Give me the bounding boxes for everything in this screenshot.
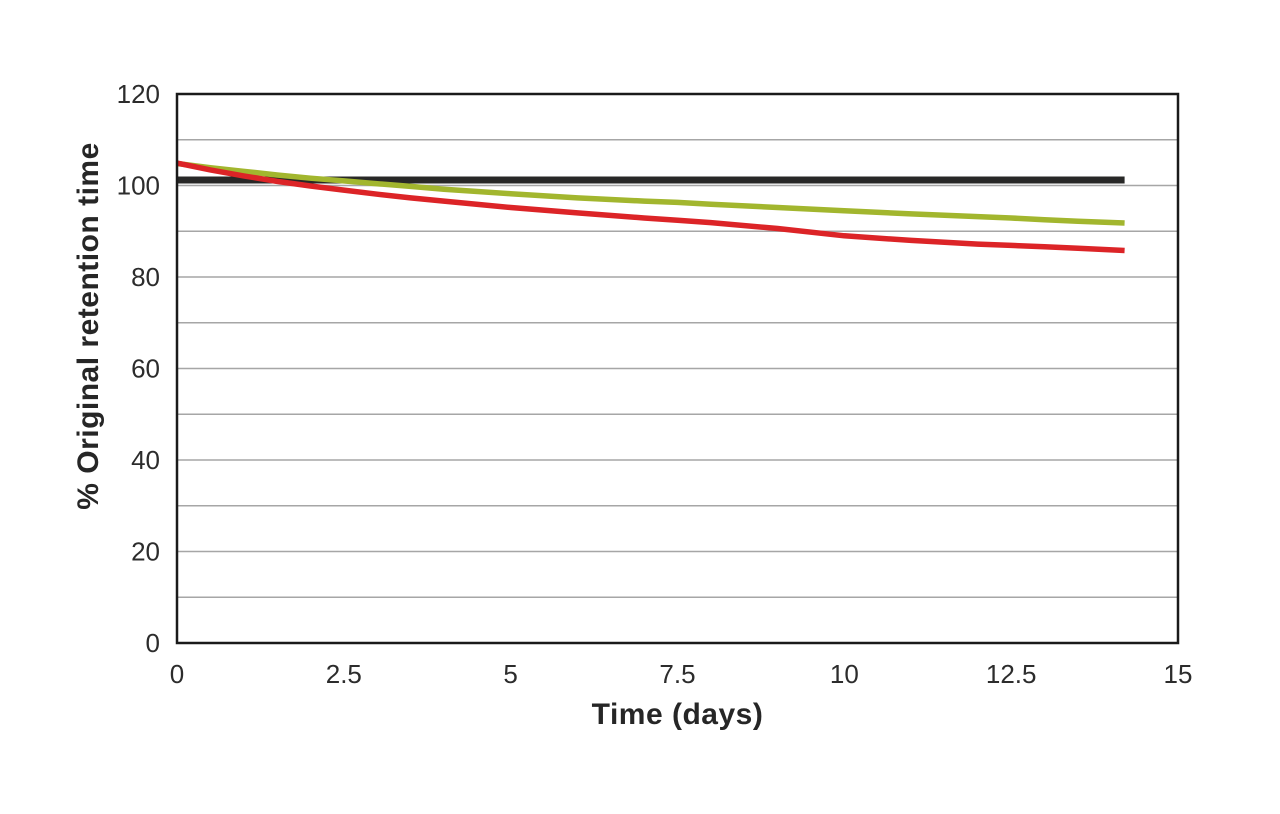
y-tick-label: 40 [131, 445, 160, 475]
y-axis-title: % Original retention time [72, 142, 105, 510]
series-red-line [176, 160, 1125, 254]
y-tick-label: 100 [117, 171, 160, 201]
x-axis-title: Time (days) [591, 698, 764, 731]
x-tick-label: 0 [170, 659, 184, 689]
x-tick-label: 5 [503, 659, 517, 689]
y-tick-label: 60 [131, 354, 160, 384]
x-tick-label: 10 [830, 659, 859, 689]
y-tick-label: 0 [146, 628, 160, 658]
y-tick-label: 120 [117, 79, 160, 109]
plot-frame [175, 92, 1180, 645]
x-tick-label: 12.5 [986, 659, 1037, 689]
series-green-line [176, 160, 1125, 226]
x-tick-label: 2.5 [326, 659, 362, 689]
x-tick-label: 15 [1164, 659, 1193, 689]
y-tick-label: 20 [131, 537, 160, 567]
x-tick-label: 7.5 [659, 659, 695, 689]
y-tick-label: 80 [131, 262, 160, 292]
